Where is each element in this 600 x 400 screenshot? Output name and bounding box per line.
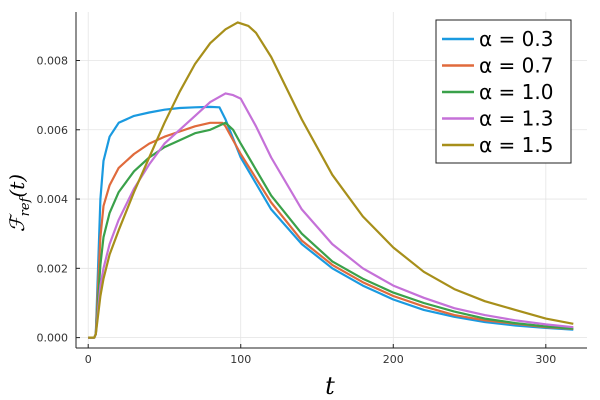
y-tick-label: 0.004 (37, 193, 69, 206)
tick-labels: 0 100 200 300 0.000 0.002 0.004 0.006 0.008 (37, 54, 557, 366)
series-line-4 (88, 92, 574, 339)
x-tick-label: 200 (383, 353, 404, 366)
legend-label-1: α = 0.3 (479, 27, 553, 51)
y-tick-label: 0.000 (37, 332, 69, 345)
x-tick-label: 0 (85, 353, 92, 366)
x-tick-label: 100 (230, 353, 251, 366)
y-axis-label: ℱref(t) (5, 174, 33, 232)
series-layer (88, 21, 574, 339)
y-axis-label-subscript: ref (18, 195, 33, 216)
svg-text:ℱref(t): ℱref(t) (5, 174, 33, 232)
legend: α = 0.3 α = 0.7α = 1.0 α = 1.3α = 1.5 (435, 19, 572, 164)
series-line-2 (88, 121, 574, 339)
axes (75, 12, 587, 349)
y-tick-label: 0.008 (37, 54, 69, 67)
y-axis-label-main: ℱ (5, 213, 29, 232)
series-line-1 (88, 105, 574, 339)
legend-label-2: α = 0.7 (479, 54, 553, 78)
x-tick-label: 300 (535, 353, 556, 366)
y-axis-label-tail: (t) (5, 174, 29, 198)
series-line-3 (88, 121, 574, 339)
x-axis-label: t (325, 372, 335, 400)
y-tick-label: 0.006 (37, 124, 69, 137)
series-line-5 (88, 21, 574, 339)
y-tick-label: 0.002 (37, 262, 69, 275)
legend-label-3: α = 1.0 (479, 80, 553, 104)
legend-label-5: α = 1.5 (479, 133, 553, 157)
legend-label-4: α = 1.3 (479, 107, 553, 131)
